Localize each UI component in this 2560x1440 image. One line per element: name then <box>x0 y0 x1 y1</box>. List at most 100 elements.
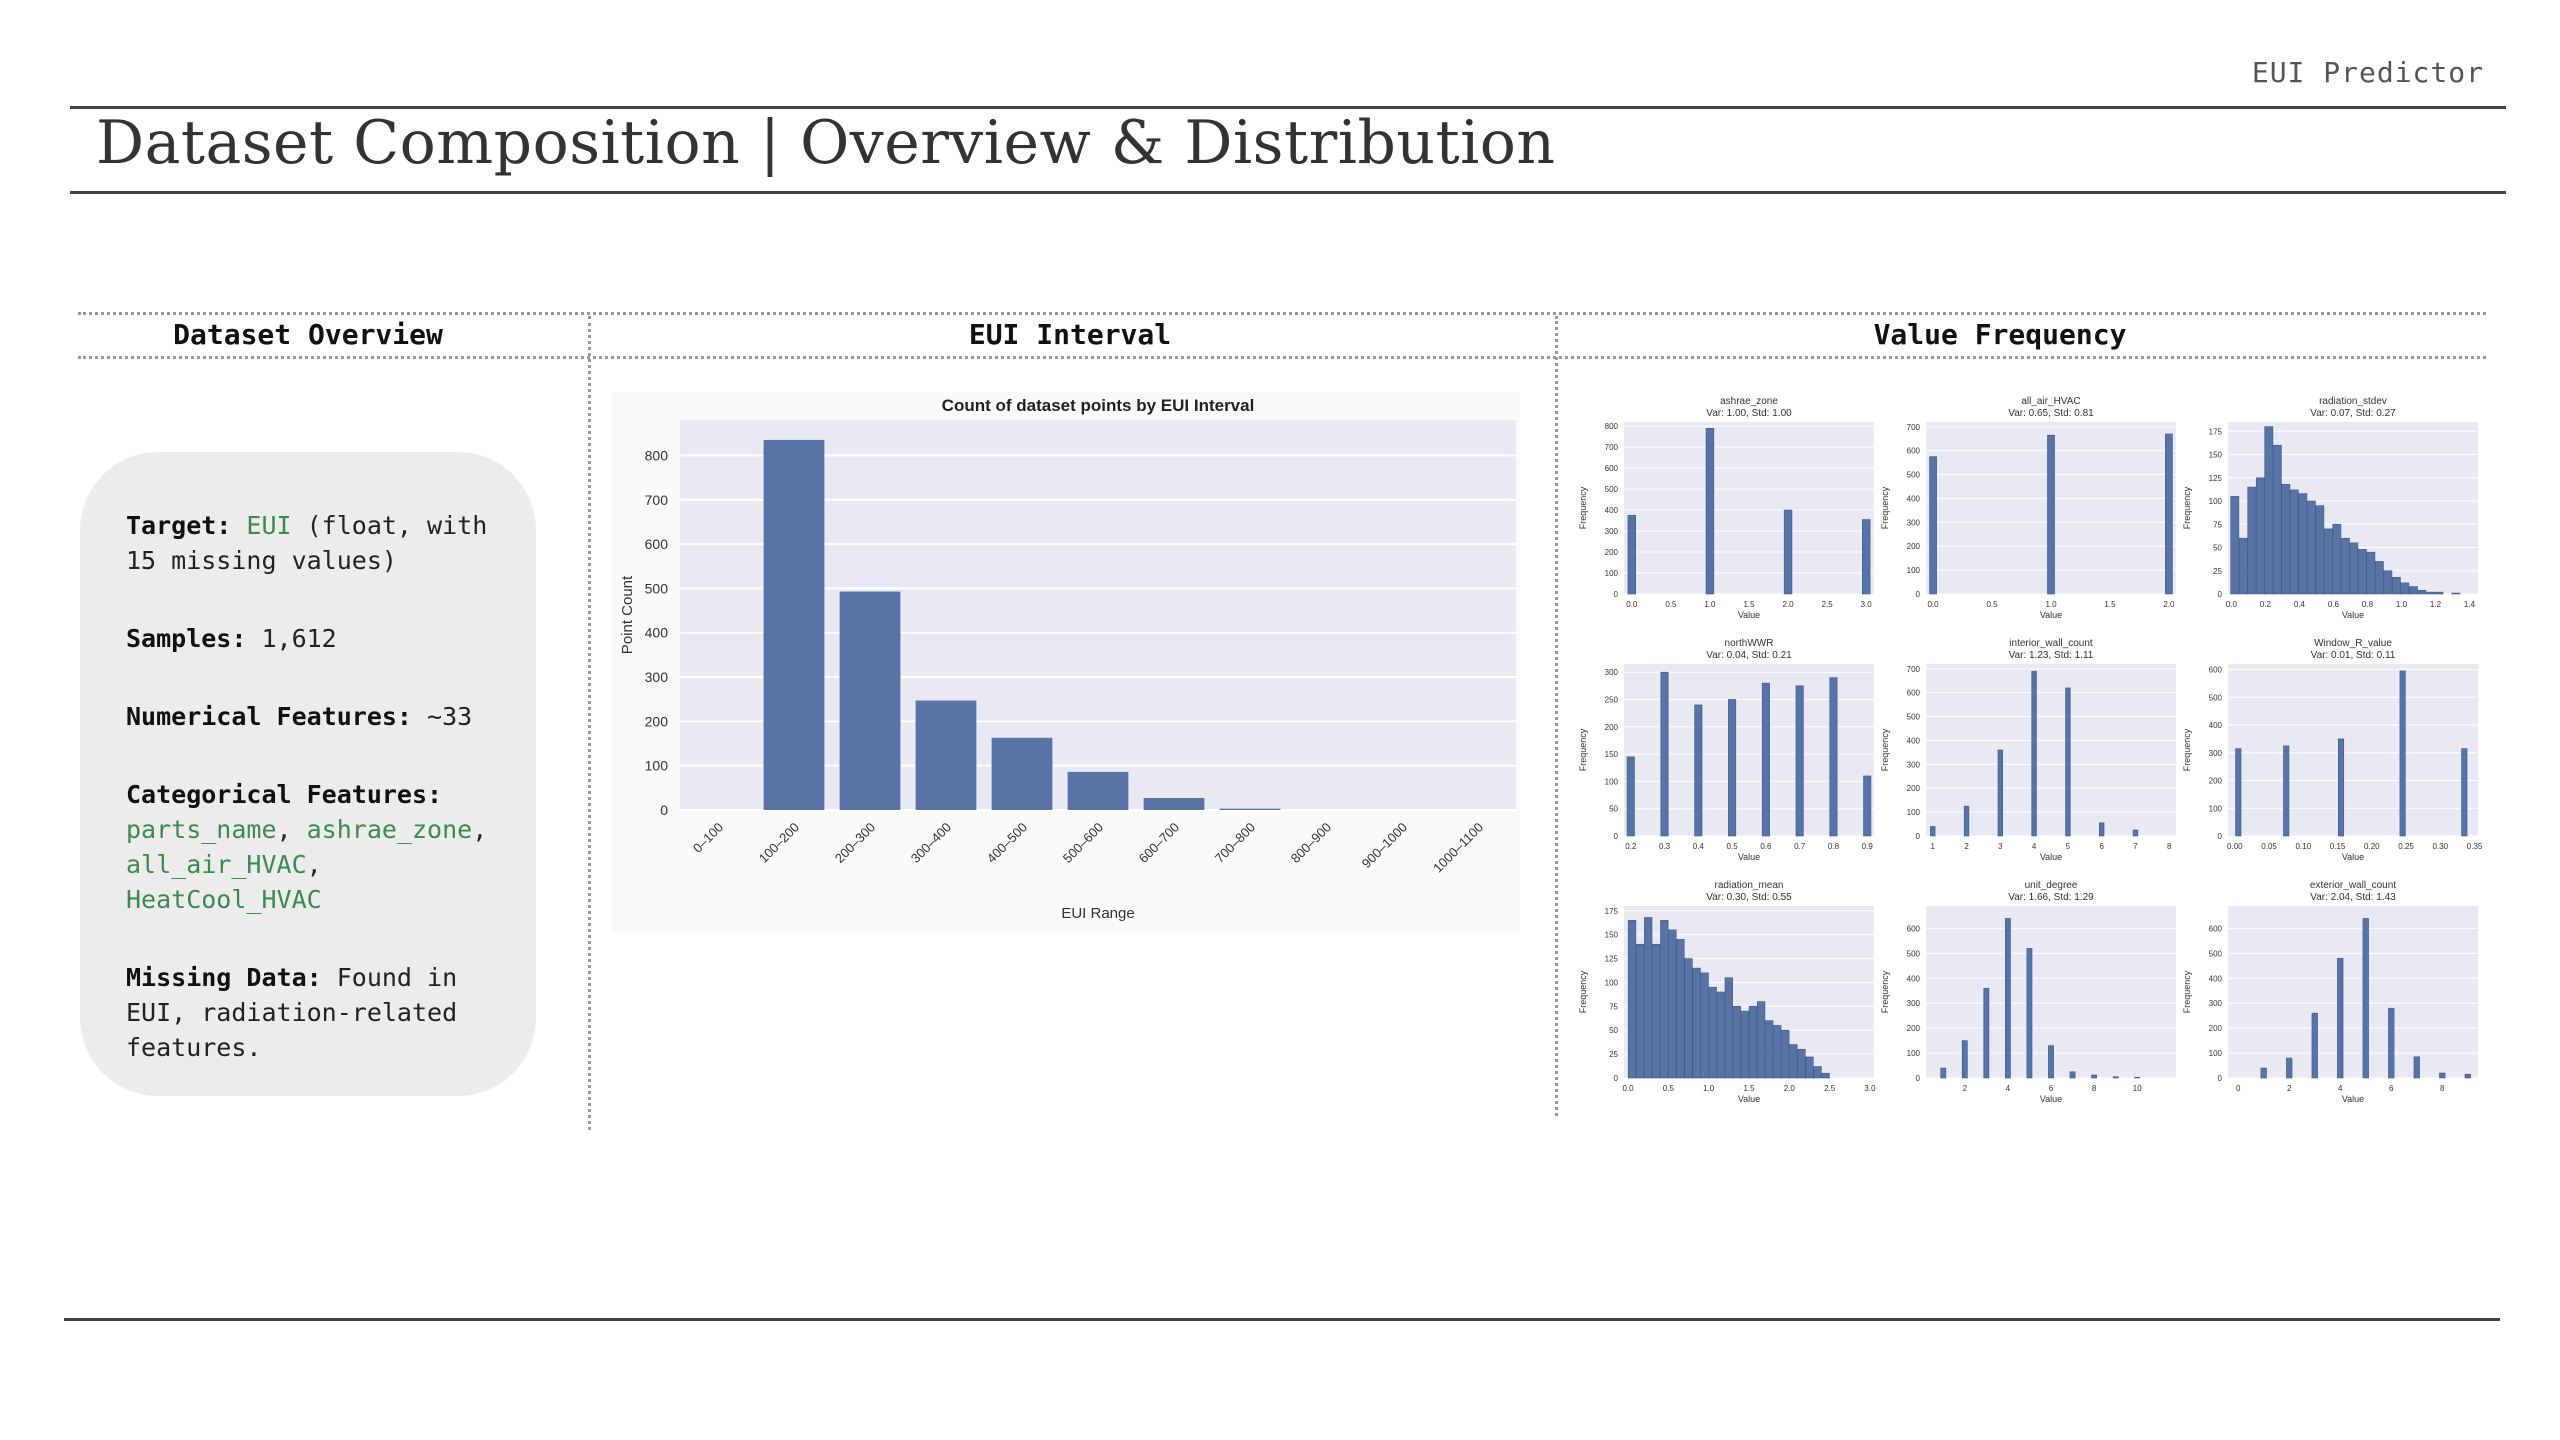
mini-x-tick-label: 0.6 <box>2328 600 2340 609</box>
mini-bar <box>2031 670 2037 837</box>
mini-y-tick-label: 175 <box>1605 907 1619 916</box>
mini-y-tick-label: 100 <box>2209 1049 2223 1058</box>
mini-chart-subtitle: Var: 0.07, Std: 0.27 <box>2310 408 2396 419</box>
mini-x-tick-label: 1.0 <box>1704 600 1716 609</box>
mini-bar <box>2289 489 2299 595</box>
mini-x-tick-label: 2.0 <box>1784 1084 1796 1093</box>
x-tick-label: 900–1000 <box>1359 820 1411 872</box>
mini-bar <box>2048 1045 2054 1079</box>
mini-bar <box>2165 433 2173 595</box>
mini-y-tick-label: 600 <box>1907 924 1921 933</box>
mini-bar <box>2272 444 2282 595</box>
mini-y-tick-label: 0 <box>1916 590 1921 599</box>
mini-bar <box>2235 748 2242 837</box>
mini-x-tick-label: 1 <box>1931 842 1936 851</box>
mini-bar <box>2315 505 2325 595</box>
mini-chart-subtitle: Var: 2.04, Std: 1.43 <box>2310 892 2396 903</box>
mini-x-axis-label: Value <box>2040 610 2062 620</box>
x-tick-label: 1000–1100 <box>1430 820 1486 876</box>
mini-x-axis-label: Value <box>1738 610 1760 620</box>
mini-bar <box>2340 537 2350 595</box>
mini-bar <box>2132 829 2139 837</box>
mini-y-tick-label: 500 <box>2209 949 2223 958</box>
mini-y-axis-label: Frequency <box>1880 970 1890 1013</box>
bar <box>839 591 901 810</box>
mini-bar <box>2134 1076 2141 1079</box>
samples-label: Samples: <box>126 624 247 653</box>
mini-bar <box>1626 756 1635 837</box>
mini-y-tick-label: 100 <box>1907 808 1921 817</box>
mini-x-axis-label: Value <box>1738 1094 1760 1104</box>
mini-y-tick-label: 200 <box>1605 723 1619 732</box>
mini-plot-area <box>2228 664 2478 836</box>
mini-chart-subtitle: Var: 0.04, Std: 0.21 <box>1706 650 1792 661</box>
mini-y-tick-label: 25 <box>2213 567 2222 576</box>
mini-bar <box>1705 427 1715 595</box>
mini-bar <box>2099 822 2105 837</box>
mini-bar <box>1740 1010 1750 1079</box>
mini-chart-title: ashrae_zone <box>1720 396 1778 407</box>
mini-x-tick-label: 6 <box>2049 1084 2054 1093</box>
mini-bar <box>2047 434 2055 595</box>
mini-x-tick-label: 2 <box>2287 1084 2292 1093</box>
mini-bar <box>2332 523 2342 595</box>
mini-y-tick-label: 800 <box>1605 422 1619 431</box>
mini-bar <box>1997 749 2003 837</box>
mini-bar <box>1684 958 1693 1079</box>
mini-y-tick-label: 150 <box>1605 931 1619 940</box>
mini-bar <box>1797 1049 1806 1079</box>
mini-y-tick-label: 175 <box>2209 427 2223 436</box>
x-tick-label: 700–800 <box>1212 820 1258 866</box>
y-tick-label: 600 <box>645 536 669 552</box>
mini-chart-title: Window_R_value <box>2314 638 2392 649</box>
brand-label: EUI Predictor <box>2251 56 2484 89</box>
y-tick-label: 200 <box>645 713 669 729</box>
mini-chart-title: unit_degree <box>2025 880 2078 891</box>
mini-chart-subtitle: Var: 1.00, Std: 1.00 <box>1706 408 1792 419</box>
mini-bar <box>1821 1072 1830 1079</box>
mini-bar <box>2260 1067 2267 1079</box>
mini-bar <box>1983 987 1990 1079</box>
bar <box>763 439 825 810</box>
mini-bar <box>1627 515 1637 595</box>
mini-chart-subtitle: Var: 0.65, Std: 0.81 <box>2008 408 2094 419</box>
mini-y-axis-label: Frequency <box>1578 486 1588 529</box>
mini-y-tick-label: 0 <box>2218 832 2223 841</box>
mini-y-tick-label: 50 <box>1609 805 1618 814</box>
mini-x-tick-label: 0 <box>2236 1084 2241 1093</box>
mini-bar <box>1660 671 1669 837</box>
mini-plot-area <box>1624 422 1874 594</box>
mini-y-tick-label: 700 <box>1605 443 1619 452</box>
mini-y-axis-label: Frequency <box>2182 728 2192 771</box>
mini-bar <box>1761 682 1770 837</box>
mini-y-tick-label: 75 <box>1609 1002 1618 1011</box>
mini-y-axis-label: Frequency <box>2182 486 2192 529</box>
mini-plot-area <box>2228 906 2478 1078</box>
mini-y-tick-label: 25 <box>1609 1050 1618 1059</box>
mini-bar <box>2366 551 2376 595</box>
mini-x-axis-label: Value <box>2342 1094 2364 1104</box>
mini-bar <box>1708 986 1717 1079</box>
target-rest: (float, with 15 missing values) <box>126 511 488 575</box>
mini-y-tick-label: 600 <box>2209 666 2223 675</box>
chart-title: Count of dataset points by EUI Interval <box>942 396 1255 415</box>
mini-bar <box>1829 677 1838 837</box>
categorical-item: parts_name <box>126 815 277 844</box>
y-tick-label: 500 <box>645 580 669 596</box>
mini-bar <box>2337 958 2344 1079</box>
mini-bar <box>1652 943 1661 1079</box>
bar <box>1067 771 1129 810</box>
mini-x-tick-label: 0.0 <box>2226 600 2238 609</box>
mini-x-tick-label: 2.5 <box>1824 1084 1836 1093</box>
mini-y-tick-label: 600 <box>2209 924 2223 933</box>
mini-bar <box>1716 991 1725 1079</box>
mini-bar <box>1813 1066 1822 1079</box>
mini-y-tick-label: 100 <box>1605 569 1619 578</box>
x-tick-label: 0–100 <box>690 820 726 856</box>
y-tick-label: 100 <box>645 758 669 774</box>
y-tick-label: 0 <box>660 802 668 818</box>
mini-x-tick-label: 3 <box>1998 842 2003 851</box>
section-bottom-dotline <box>78 356 2486 359</box>
mini-y-tick-label: 400 <box>1907 494 1921 503</box>
mini-y-tick-label: 125 <box>1605 955 1619 964</box>
